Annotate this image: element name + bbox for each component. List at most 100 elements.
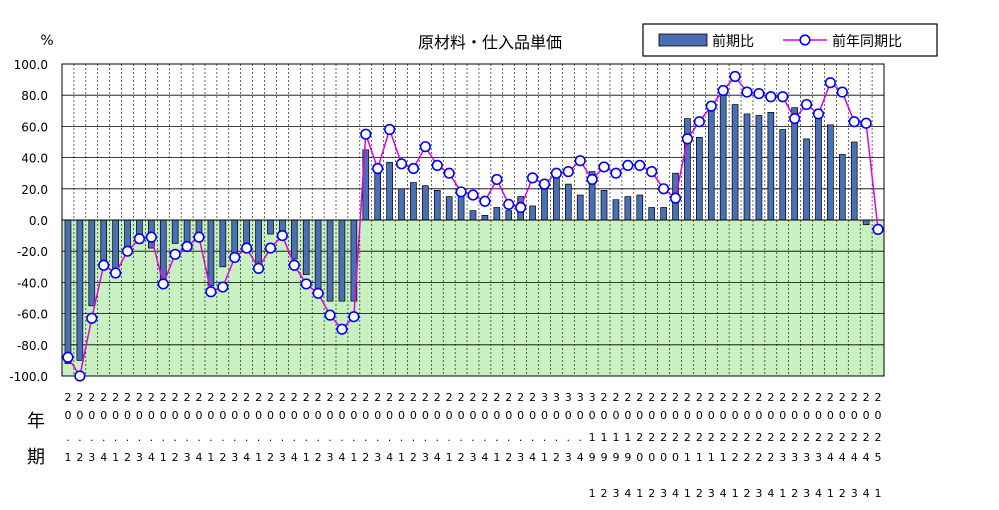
- x-tick-label: 2: [315, 391, 322, 404]
- line-marker: [705, 100, 717, 112]
- chart-title: 原材料・仕入品単価: [418, 33, 562, 52]
- line-marker: [812, 108, 825, 120]
- line-marker: [836, 86, 848, 98]
- x-tick-label: 2: [755, 391, 762, 404]
- bar: [838, 154, 846, 221]
- x-tick-label: 2: [708, 391, 715, 404]
- x-tick-label: .: [543, 431, 547, 444]
- x-tick-label: 2: [863, 391, 870, 404]
- bar: [255, 219, 262, 263]
- x-tick-label: .: [66, 431, 70, 444]
- x-tick-label: .: [293, 431, 297, 444]
- x-tick-label: 2: [767, 431, 774, 444]
- y-tick-label: 60.0: [21, 120, 48, 134]
- bar: [636, 194, 644, 221]
- bar: [338, 219, 346, 302]
- x-tick-label: 2: [684, 431, 691, 444]
- x-tick-label: 2: [660, 391, 667, 404]
- line-marker: [765, 91, 777, 103]
- x-tick-label: .: [114, 431, 118, 444]
- line-marker: [157, 278, 169, 290]
- y-tick-label: -40.0: [17, 276, 48, 290]
- x-tick-label: 2: [839, 391, 846, 404]
- x-tick-label: 0: [827, 409, 834, 422]
- year-row-label: 年: [27, 411, 45, 432]
- x-tick-label: 0: [350, 409, 357, 422]
- x-tick-label: 2: [505, 391, 512, 404]
- line-marker: [598, 161, 610, 173]
- x-tick-label: 3: [803, 451, 810, 464]
- x-tick-label: 3: [88, 451, 95, 464]
- x-tick-label: 3: [708, 487, 715, 500]
- legend-label-bars: 前期比: [712, 33, 754, 50]
- bar: [862, 219, 870, 226]
- x-tick-label: 2: [362, 391, 369, 404]
- legend-marker-swatch: [799, 34, 811, 46]
- x-tick-label: 0: [672, 409, 679, 422]
- line-marker: [431, 159, 443, 171]
- y-tick-label: -60.0: [17, 308, 48, 322]
- x-tick-label: 2: [767, 451, 774, 464]
- bar: [88, 219, 96, 307]
- x-tick-label: 3: [589, 391, 596, 404]
- x-tick-label: 0: [875, 409, 882, 422]
- line-marker: [526, 172, 539, 184]
- x-tick-label: 2: [851, 391, 858, 404]
- line-marker: [360, 128, 372, 140]
- x-tick-label: 2: [696, 487, 703, 500]
- x-tick-label: 4: [624, 487, 631, 500]
- x-tick-label: 0: [148, 409, 155, 422]
- x-tick-label: 4: [577, 451, 584, 464]
- y-tick-label: 80.0: [21, 89, 48, 103]
- x-tick-label: 0: [207, 409, 214, 422]
- bar: [767, 112, 775, 221]
- x-tick-label: .: [495, 431, 499, 444]
- line-marker: [479, 195, 491, 207]
- x-tick-label: 4: [196, 451, 203, 464]
- x-tick-label: 2: [755, 451, 762, 464]
- line-marker: [789, 112, 801, 125]
- x-tick-label: 2: [732, 451, 739, 464]
- x-tick-label: 2: [303, 391, 310, 404]
- x-tick-label: 2: [779, 431, 786, 444]
- bar: [576, 194, 584, 221]
- x-tick-label: 3: [851, 487, 858, 500]
- line-marker: [62, 351, 74, 363]
- x-tick-label: 0: [76, 409, 83, 422]
- line-marker: [133, 233, 146, 245]
- bar: [314, 219, 322, 291]
- bar: [827, 124, 834, 221]
- x-tick-label: 1: [601, 431, 608, 444]
- x-tick-label: 2: [755, 431, 762, 444]
- line-marker: [717, 84, 729, 97]
- x-tick-label: 4: [243, 451, 250, 464]
- x-tick-label: 2: [636, 431, 643, 444]
- line-marker: [121, 245, 134, 257]
- line-marker: [622, 159, 634, 171]
- x-tick-label: 2: [612, 391, 619, 404]
- bar: [398, 188, 405, 221]
- x-tick-label: 2: [374, 391, 381, 404]
- x-tick-label: 1: [446, 451, 453, 464]
- x-tick-label: 0: [196, 409, 203, 422]
- x-tick-label: 2: [863, 431, 870, 444]
- line-marker: [634, 159, 646, 171]
- x-tick-label: 0: [648, 409, 655, 422]
- x-tick-label: 1: [875, 487, 882, 500]
- x-tick-label: 0: [529, 409, 536, 422]
- legend-bar-swatch: [658, 33, 708, 47]
- x-tick-label: 0: [267, 409, 274, 422]
- x-tick-label: 2: [172, 451, 179, 464]
- line-marker: [264, 242, 277, 254]
- x-tick-label: 0: [386, 409, 393, 422]
- line-marker: [145, 231, 157, 243]
- x-tick-label: 1: [732, 487, 739, 500]
- bar: [457, 194, 465, 221]
- x-tick-label: 2: [362, 451, 369, 464]
- x-tick-label: 0: [362, 409, 369, 422]
- x-tick-label: 0: [660, 451, 667, 464]
- bar: [743, 113, 751, 221]
- x-tick-label: 2: [338, 391, 345, 404]
- x-tick-label: 0: [720, 409, 727, 422]
